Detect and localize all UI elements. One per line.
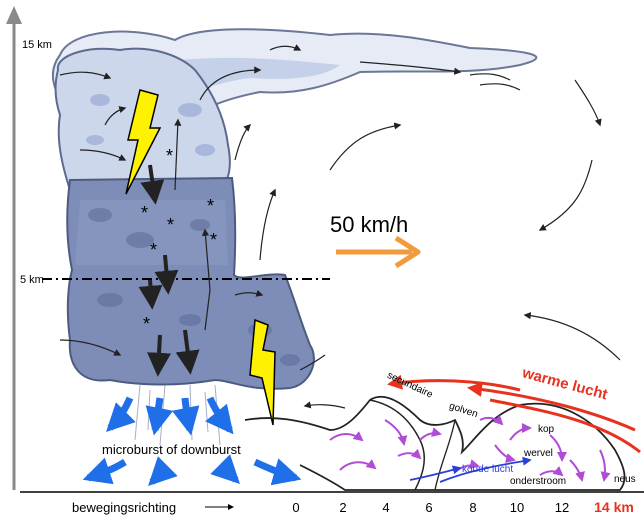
tick-8: 8 (469, 500, 476, 515)
cold-air-label: koude lucht (462, 464, 513, 475)
downdraft-arrows (138, 164, 200, 377)
lower-cloud (66, 94, 315, 390)
svg-text:*: * (141, 203, 148, 223)
tick-10: 10 (510, 500, 524, 515)
lightning-lower-icon (249, 318, 276, 426)
gust-front (244, 395, 626, 491)
ice-crystals: * * * * * * * (141, 146, 217, 334)
direction-label: bewegingsrichting (72, 500, 176, 515)
cold-air-arrows (409, 456, 532, 483)
storm-speed-label: 50 km/h (330, 212, 408, 237)
svg-text:*: * (207, 196, 214, 216)
undercurrent-label: onderstroom (510, 476, 566, 487)
head-label: kop (538, 424, 555, 435)
tick-6: 6 (425, 500, 432, 515)
rain-streaks (134, 384, 221, 446)
direction-arrow-icon (205, 504, 234, 510)
tick-14: 14 km (594, 499, 634, 515)
lightning-upper-icon (125, 89, 162, 195)
altitude-arrow-icon (6, 6, 22, 24)
svg-text:*: * (166, 146, 173, 166)
svg-text:*: * (210, 230, 217, 250)
altitude-5km-label: 5 km (20, 274, 44, 286)
svg-text:*: * (150, 240, 157, 260)
vortex-arrows (329, 414, 611, 482)
secondary-label: secundaire (385, 370, 434, 401)
svg-text:*: * (167, 215, 174, 235)
tick-2: 2 (339, 500, 346, 515)
waves-label: golven (448, 401, 479, 421)
speed-arrow-icon (336, 235, 421, 269)
vortex-label: wervel (523, 448, 553, 459)
downburst-arrows (82, 396, 302, 486)
svg-text:*: * (143, 314, 150, 334)
microburst-label: microburst of downburst (102, 442, 241, 457)
altitude-15km-label: 15 km (22, 39, 52, 51)
distance-axis: bewegingsrichting 0 2 4 6 8 10 12 14 km (72, 499, 634, 515)
tick-12: 12 (555, 500, 569, 515)
tick-4: 4 (382, 500, 389, 515)
nose-label: neus (614, 474, 636, 485)
circulation-arrows (59, 44, 621, 409)
warm-air-arrows (387, 374, 641, 454)
tick-0: 0 (292, 500, 299, 515)
altitude-axis (6, 6, 22, 490)
